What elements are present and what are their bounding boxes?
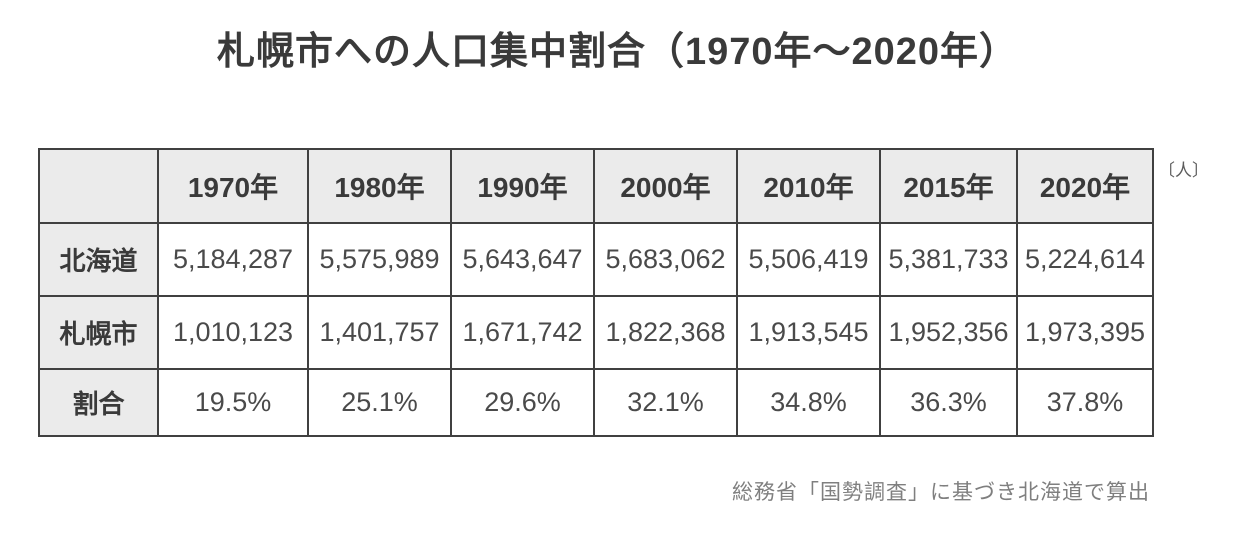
row-label-hokkaido: 北海道 [38, 222, 159, 297]
table-row-sapporo: 札幌市 1,010,123 1,401,757 1,671,742 1,822,… [38, 295, 1154, 370]
population-table: 1970年 1980年 1990年 2000年 2010年 2015年 2020… [38, 148, 1154, 437]
hokkaido-2015: 5,381,733 [879, 222, 1018, 297]
sapporo-2020: 1,973,395 [1016, 295, 1154, 370]
hokkaido-1980: 5,575,989 [307, 222, 452, 297]
sapporo-1980: 1,401,757 [307, 295, 452, 370]
ratio-1970: 19.5% [157, 368, 309, 437]
sapporo-2015: 1,952,356 [879, 295, 1018, 370]
hokkaido-2000: 5,683,062 [593, 222, 738, 297]
hokkaido-1970: 5,184,287 [157, 222, 309, 297]
column-header-2015: 2015年 [879, 148, 1018, 224]
column-header-1980: 1980年 [307, 148, 452, 224]
column-header-1990: 1990年 [450, 148, 595, 224]
hokkaido-2010: 5,506,419 [736, 222, 881, 297]
ratio-2020: 37.8% [1016, 368, 1154, 437]
sapporo-1990: 1,671,742 [450, 295, 595, 370]
source-note: 総務省「国勢調査」に基づき北海道で算出 [732, 481, 1150, 504]
table-row-hokkaido: 北海道 5,184,287 5,575,989 5,643,647 5,683,… [38, 222, 1154, 297]
ratio-2015: 36.3% [879, 368, 1018, 437]
table-row-ratio: 割合 19.5% 25.1% 29.6% 32.1% 34.8% 36.3% 3… [38, 368, 1154, 437]
column-header-2000: 2000年 [593, 148, 738, 224]
ratio-1990: 29.6% [450, 368, 595, 437]
table-header-row: 1970年 1980年 1990年 2000年 2010年 2015年 2020… [38, 148, 1154, 224]
sapporo-2000: 1,822,368 [593, 295, 738, 370]
hokkaido-2020: 5,224,614 [1016, 222, 1154, 297]
corner-cell [38, 148, 159, 224]
column-header-1970: 1970年 [157, 148, 309, 224]
sapporo-1970: 1,010,123 [157, 295, 309, 370]
ratio-1980: 25.1% [307, 368, 452, 437]
column-header-2020: 2020年 [1016, 148, 1154, 224]
page-title: 札幌市への人口集中割合（1970年〜2020年） [216, 31, 1019, 73]
ratio-2010: 34.8% [736, 368, 881, 437]
row-label-sapporo: 札幌市 [38, 295, 159, 370]
row-label-ratio: 割合 [38, 368, 159, 437]
ratio-2000: 32.1% [593, 368, 738, 437]
sapporo-2010: 1,913,545 [736, 295, 881, 370]
column-header-2010: 2010年 [736, 148, 881, 224]
hokkaido-1990: 5,643,647 [450, 222, 595, 297]
unit-label: 〔人〕 [1158, 161, 1209, 180]
